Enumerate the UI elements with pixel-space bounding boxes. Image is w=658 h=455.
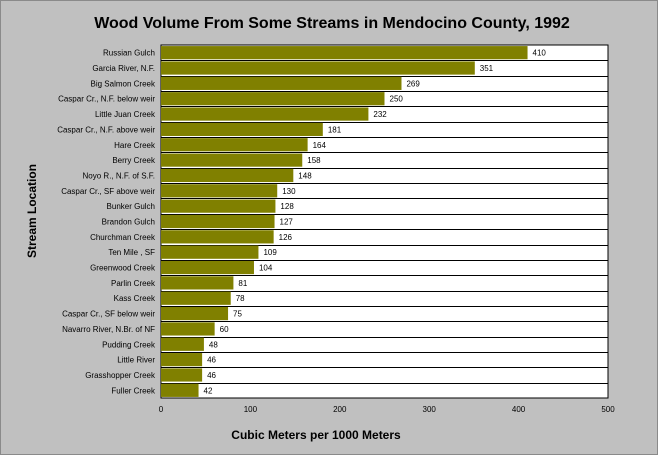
chart-title: Wood Volume From Some Streams in Mendoci… bbox=[94, 15, 570, 32]
category-label: Little River bbox=[117, 356, 155, 365]
category-label: Kass Creek bbox=[114, 294, 156, 303]
bar bbox=[161, 46, 528, 60]
category-label: Caspar Cr., N.F. above weir bbox=[57, 125, 155, 134]
x-tick-label: 0 bbox=[159, 405, 164, 414]
category-label: Bunker Gulch bbox=[107, 202, 155, 211]
data-label: 109 bbox=[263, 248, 277, 257]
plot-area: Russian Gulch 410 Garcia River, N.F. 351 Big… bbox=[57, 44, 615, 414]
data-label: 75 bbox=[233, 310, 242, 319]
bar bbox=[161, 337, 204, 351]
x-tick-label: 200 bbox=[333, 405, 347, 414]
bar bbox=[161, 168, 294, 183]
category-label: Grasshopper Creek bbox=[85, 371, 156, 380]
category-label: Fuller Creek bbox=[111, 386, 156, 395]
bar bbox=[161, 306, 229, 321]
data-label: 60 bbox=[220, 325, 229, 334]
category-label: Hare Creek bbox=[114, 141, 156, 150]
x-tick-label: 500 bbox=[601, 405, 615, 414]
bar bbox=[161, 199, 276, 213]
category-label: Noyo R., N.F. of S.F. bbox=[83, 171, 155, 180]
data-label: 130 bbox=[282, 187, 296, 196]
data-label: 164 bbox=[313, 141, 327, 150]
bar bbox=[161, 383, 199, 397]
category-label: Caspar Cr., SF below weir bbox=[62, 310, 155, 319]
category-label: Caspar Cr., N.F. below weir bbox=[58, 95, 155, 104]
category-label: Parlin Creek bbox=[111, 279, 156, 288]
x-tick-label: 300 bbox=[423, 405, 437, 414]
data-label: 128 bbox=[280, 202, 294, 211]
bar bbox=[161, 353, 203, 367]
bar bbox=[161, 368, 203, 382]
bar bbox=[161, 260, 254, 275]
data-label: 232 bbox=[373, 110, 387, 119]
bar bbox=[161, 153, 303, 167]
bar bbox=[161, 92, 385, 106]
category-label: Churchman Creek bbox=[90, 233, 156, 242]
bar bbox=[161, 122, 323, 137]
bar bbox=[161, 107, 369, 121]
data-label: 78 bbox=[236, 294, 245, 303]
data-label: 126 bbox=[279, 233, 293, 242]
x-tick-label: 400 bbox=[512, 405, 526, 414]
category-label: Brandon Gulch bbox=[102, 218, 155, 227]
category-label: Ten Mile , SF bbox=[108, 248, 155, 257]
category-label: Greenwood Creek bbox=[90, 264, 156, 273]
data-label: 250 bbox=[390, 95, 404, 104]
category-label: Pudding Creek bbox=[102, 340, 156, 349]
data-label: 42 bbox=[204, 386, 213, 395]
bar bbox=[161, 322, 215, 336]
data-label: 46 bbox=[207, 356, 216, 365]
category-label: Caspar Cr., SF above weir bbox=[61, 187, 155, 196]
category-label: Big Salmon Creek bbox=[91, 79, 156, 88]
data-label: 410 bbox=[533, 49, 547, 58]
bar bbox=[161, 76, 402, 90]
y-axis-title: Stream Location bbox=[25, 164, 39, 258]
x-tick-label: 100 bbox=[244, 405, 258, 414]
data-label: 127 bbox=[280, 218, 294, 227]
category-label: Navarro River, N.Br. of NF bbox=[62, 325, 155, 334]
category-label: Russian Gulch bbox=[103, 49, 155, 58]
bar bbox=[161, 138, 308, 152]
data-label: 148 bbox=[298, 171, 312, 180]
bar bbox=[161, 245, 259, 259]
x-axis-title: Cubic Meters per 1000 Meters bbox=[231, 428, 401, 442]
data-label: 104 bbox=[259, 264, 273, 273]
bar bbox=[161, 276, 234, 290]
data-label: 48 bbox=[209, 340, 218, 349]
category-label: Garcia River, N.F. bbox=[92, 64, 155, 73]
category-label: Berry Creek bbox=[112, 156, 156, 165]
bar bbox=[161, 291, 231, 305]
category-label: Little Juan Creek bbox=[95, 110, 156, 119]
data-label: 181 bbox=[328, 125, 342, 134]
bar bbox=[161, 184, 278, 198]
data-label: 46 bbox=[207, 371, 216, 380]
data-label: 351 bbox=[480, 64, 494, 73]
data-label: 269 bbox=[406, 79, 420, 88]
data-label: 158 bbox=[307, 156, 321, 165]
bar bbox=[161, 61, 475, 75]
bar bbox=[161, 214, 275, 229]
data-label: 81 bbox=[238, 279, 247, 288]
bar bbox=[161, 230, 274, 244]
